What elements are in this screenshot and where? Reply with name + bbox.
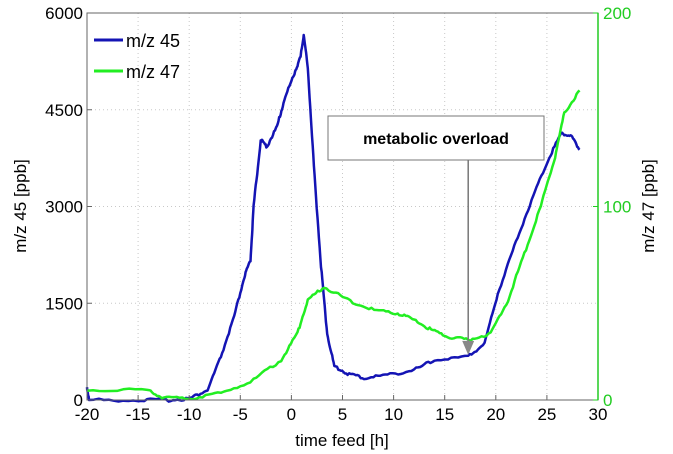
y-axis-label: m/z 45 [ppb] <box>11 159 30 253</box>
y2-tick-label: 100 <box>603 198 631 217</box>
y2-axis-label: m/z 47 [ppb] <box>639 159 658 253</box>
y-tick-label: 0 <box>74 391 83 410</box>
annotation: metabolic overload <box>327 115 545 355</box>
annotation-box <box>327 115 545 161</box>
series-line-mz47 <box>86 89 581 401</box>
x-axis-label: time feed [h] <box>295 431 389 450</box>
series-line-mz45 <box>85 33 581 403</box>
x-tick-label: 10 <box>384 405 403 424</box>
y2-tick-label: 200 <box>603 4 631 23</box>
y-tick-label: 3000 <box>45 198 83 217</box>
annotation-arrow-head <box>462 340 475 355</box>
x-tick-label: -15 <box>126 405 151 424</box>
x-tick-label: 20 <box>486 405 505 424</box>
x-tick-label: 5 <box>338 405 347 424</box>
x-tick-label: 0 <box>287 405 296 424</box>
y-tick-label: 1500 <box>45 294 83 313</box>
legend: m/z 45 m/z 47 <box>94 31 180 82</box>
x-tick-label: -20 <box>75 405 100 424</box>
annotation-text: metabolic overload <box>363 131 509 148</box>
y-tick-label: 4500 <box>45 101 83 120</box>
y-tick-label: 6000 <box>45 4 83 23</box>
x-tick-label: -10 <box>177 405 202 424</box>
ticks: -20 -15 -10 -5 0 5 10 15 20 25 3001500300045006000… <box>45 4 631 424</box>
x-tick-label: 30 <box>589 405 608 424</box>
x-tick-label: -5 <box>233 405 248 424</box>
x-tick-label: 15 <box>435 405 454 424</box>
y2-tick-label: 0 <box>603 391 612 410</box>
x-tick-label: 25 <box>537 405 556 424</box>
series-layer <box>85 33 581 403</box>
legend-label-mz47: m/z 47 <box>126 62 180 82</box>
legend-label-mz45: m/z 45 <box>126 31 180 51</box>
